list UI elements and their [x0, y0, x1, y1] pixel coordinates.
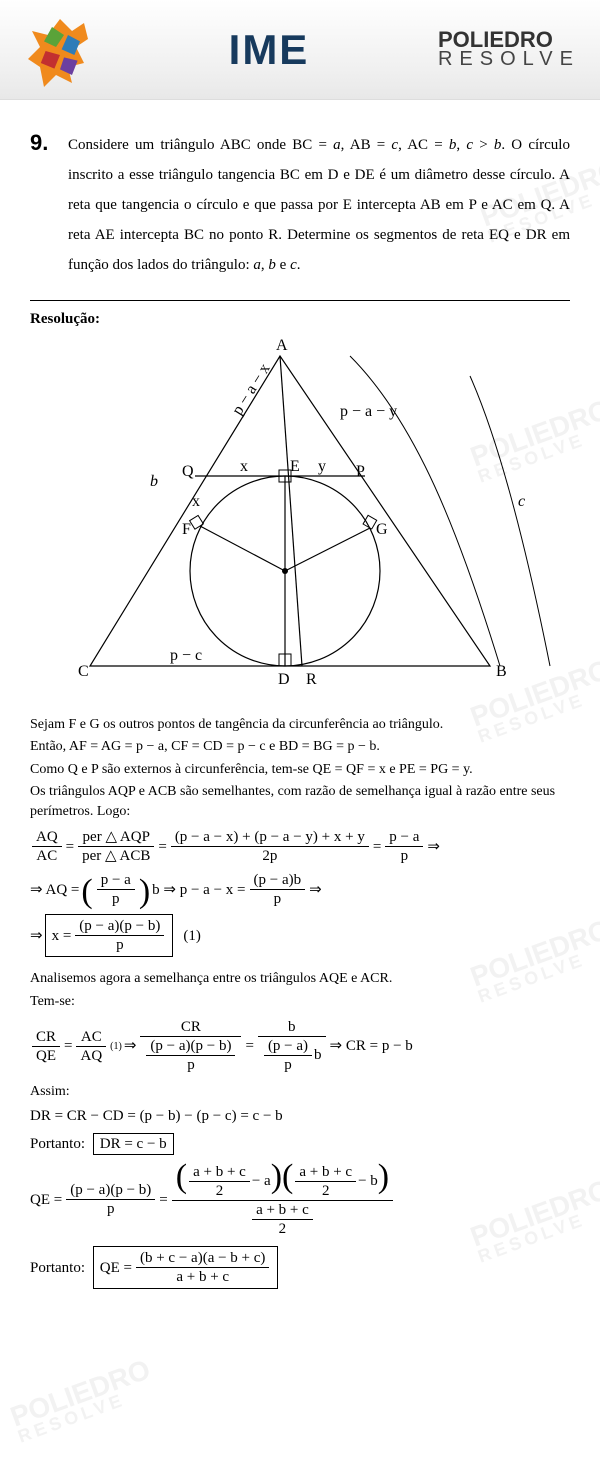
fig-G: G — [376, 521, 388, 538]
fig-R: R — [306, 671, 317, 688]
solution-text: Sejam F e G os outros pontos de tangênci… — [30, 715, 570, 1289]
sol-line: Assim: — [30, 1082, 570, 1102]
problem-statement: Considere um triângulo ABC onde BC = a, … — [68, 130, 570, 280]
geometry-figure: A B C D R E Q P F G b c x y x p − c p − … — [30, 336, 570, 701]
fig-pax: p − a − x — [229, 361, 274, 418]
sol-line: Sejam F e G os outros pontos de tangênci… — [30, 715, 570, 735]
sol-line: Como Q e P são externos à circunferência… — [30, 760, 570, 780]
fig-pay: p − a − y — [340, 403, 397, 420]
separator — [30, 300, 570, 301]
poliedro-logo: POLIEDRO RESOLVE — [438, 30, 580, 70]
fig-F: F — [182, 521, 191, 538]
sol-line: Então, AF = AG = p − a, CF = CD = p − c … — [30, 737, 570, 757]
fig-A: A — [276, 337, 288, 354]
fig-P: P — [356, 463, 365, 480]
problem-block: 9. Considere um triângulo ABC onde BC = … — [30, 130, 570, 280]
equation: Portanto: QE = (b + c − a)(a − b + c)a +… — [30, 1246, 570, 1289]
equation: ⇒ AQ = ( p − ap ) b ⇒ p − a − x = (p − a… — [30, 871, 570, 908]
sol-line: Analisemos agora a semelhança entre os t… — [30, 969, 570, 989]
equation: AQAC = per △ AQPper △ ACB = (p − a − x) … — [30, 828, 570, 865]
puzzle-logo-icon — [20, 15, 100, 85]
resolution-heading: Resolução: — [30, 311, 570, 328]
fig-x2: x — [192, 493, 200, 510]
fig-B: B — [496, 663, 507, 680]
equation: ⇒ x = (p − a)(p − b)p (1) — [30, 914, 570, 957]
fig-pc: p − c — [170, 647, 202, 664]
fig-x: x — [240, 458, 248, 475]
equation: Portanto: DR = c − b — [30, 1133, 570, 1156]
fig-E: E — [290, 458, 300, 475]
fig-y: y — [318, 458, 326, 475]
fig-c: c — [518, 493, 525, 510]
sol-line: Os triângulos AQP e ACB são semelhantes,… — [30, 782, 570, 823]
fig-b: b — [150, 473, 158, 490]
fig-Q: Q — [182, 463, 194, 480]
equation: CRQE = ACAQ (1) ⇒ CR (p − a)(p − b)p = b… — [30, 1018, 570, 1074]
sol-line: Tem-se: — [30, 992, 570, 1012]
fig-D: D — [278, 671, 290, 688]
watermark: POLIEDRORESOLVE — [7, 1356, 159, 1445]
equation: QE = (p − a)(p − b)p = (a + b + c2− a)(a… — [30, 1161, 570, 1238]
problem-number: 9. — [30, 130, 56, 280]
ime-title: IME — [229, 26, 310, 74]
page-header: IME POLIEDRO RESOLVE — [0, 0, 600, 100]
equation: DR = CR − CD = (p − b) − (p − c) = c − b — [30, 1108, 570, 1125]
fig-C: C — [78, 663, 89, 680]
